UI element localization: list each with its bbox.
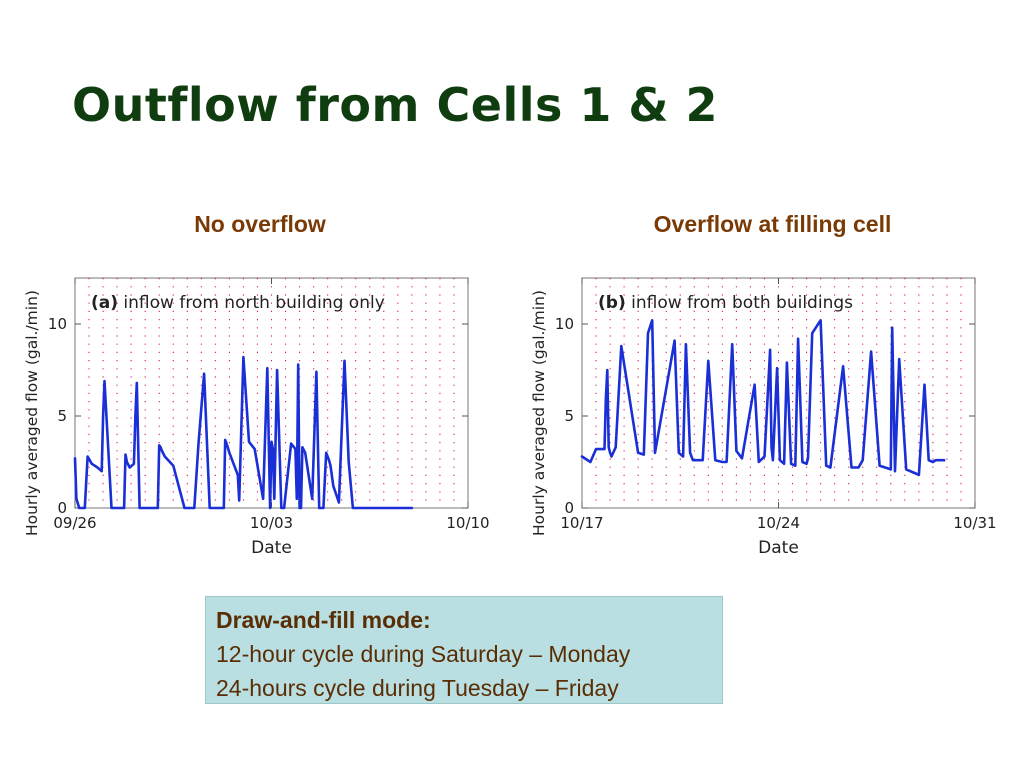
flow-series-line — [580, 318, 946, 477]
chart-panel-a: (a) inflow from north building only 09/2… — [23, 277, 490, 558]
annotation-b-text: inflow from both buildings — [631, 293, 853, 313]
note-line: 12-hour cycle during Saturday – Monday — [216, 641, 631, 667]
x-axis-label: Date — [758, 538, 799, 558]
y-tick-label: 10 — [48, 315, 67, 333]
y-tick-label: 0 — [564, 499, 574, 517]
chart-panel-b: (b) inflow from both buildings 10/17 10/… — [530, 277, 997, 558]
note-heading: Draw-and-fill mode: — [216, 607, 431, 633]
y-axis-label: Hourly averaged flow (gal./min) — [530, 290, 548, 536]
x-axis-label: Date — [251, 538, 292, 558]
plot-area-a — [73, 277, 469, 510]
x-tick-label: 10/24 — [757, 514, 800, 532]
annotation-a: (a) inflow from north building only — [91, 293, 385, 313]
y-tick-label: 5 — [564, 407, 574, 425]
x-tick-label: 10/03 — [250, 514, 293, 532]
annotation-b-tag: (b) — [598, 293, 626, 313]
x-tick-label: 09/26 — [53, 514, 96, 532]
draw-and-fill-note: Draw-and-fill mode: 12-hour cycle during… — [205, 596, 723, 704]
x-tick-label: 10/31 — [953, 514, 996, 532]
y-tick-label: 5 — [57, 407, 67, 425]
x-tick-label: 10/17 — [560, 514, 603, 532]
panel-heading-overflow: Overflow at filling cell — [653, 211, 892, 237]
panel-heading-no-overflow: No overflow — [194, 211, 326, 237]
y-tick-label: 10 — [555, 315, 574, 333]
x-tick-label: 10/10 — [446, 514, 489, 532]
note-line: 24-hours cycle during Tuesday – Friday — [216, 675, 619, 701]
annotation-b: (b) inflow from both buildings — [598, 293, 853, 313]
slide-title: Outflow from Cells 1 & 2 — [72, 78, 719, 132]
annotation-a-tag: (a) — [91, 293, 118, 313]
flow-series-line — [73, 355, 414, 510]
plot-area-b — [580, 277, 976, 509]
y-tick-label: 0 — [57, 499, 67, 517]
y-axis-label: Hourly averaged flow (gal./min) — [23, 290, 41, 536]
annotation-a-text: inflow from north building only — [123, 293, 384, 313]
